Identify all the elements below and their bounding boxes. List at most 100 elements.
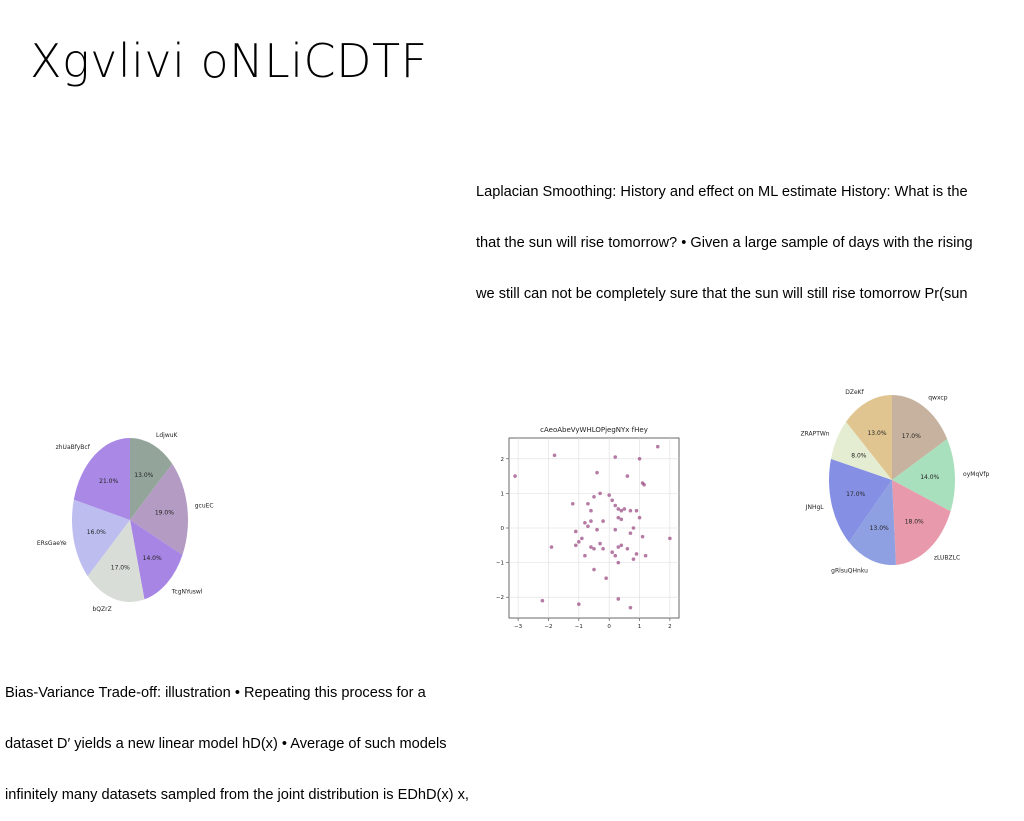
pie-slice-label: ZRAPTWn	[800, 431, 829, 438]
scatter-point	[616, 560, 621, 565]
scatter-point	[570, 501, 575, 506]
pie-slice-label: qwxcp	[928, 394, 947, 401]
x-tick-label: −2	[544, 624, 552, 630]
pie-slice-label: gRlsuQHnku	[831, 567, 868, 574]
scatter-point	[616, 507, 621, 511]
scatter-point	[592, 546, 596, 551]
scatter-point	[642, 482, 646, 487]
paragraph-top-line: that the sun will rise tomorrow? • Given…	[476, 235, 973, 251]
scatter-point	[513, 474, 517, 478]
pie-slice-label: LdjwuK	[156, 432, 179, 439]
pie-slice	[830, 421, 892, 480]
scatter-chart: cAeoAbeVyWHLOPjegNYx fHey −3 −2 −1 0 1 2 −2 −1 0 1…	[496, 426, 680, 630]
pie-slice	[130, 438, 173, 520]
scatter-point	[589, 545, 593, 549]
scatter-point	[580, 536, 584, 541]
scatter-point	[668, 536, 672, 541]
scatter-point	[598, 491, 602, 496]
x-tick-label: 0	[607, 624, 611, 630]
scatter-point	[586, 524, 590, 529]
scatter-point	[613, 455, 618, 459]
pie-chart-right: qwxcp 17.0% oyMqVfp 14.0% zLUBZLC 18.0% gRlsuQ…	[800, 389, 989, 575]
paragraph-bottom-line: infinitely many datasets sampled from th…	[5, 787, 469, 803]
pie-chart-left: LdjwuK 13.0% gcuEC 19.0% TcgNYuswl 14.0% bQZrZ…	[37, 432, 214, 613]
scatter-point	[583, 521, 587, 525]
paragraph-bottom-line: Bias-Variance Trade-off: illustration • …	[5, 685, 426, 701]
paragraph-top: Laplacian Smoothing: History and effect …	[476, 150, 1024, 320]
pie-value-label: 16.0%	[87, 529, 106, 536]
scatter-point	[552, 453, 557, 458]
scatter-point	[616, 597, 621, 601]
scatter-point	[589, 508, 593, 513]
scatter-point	[598, 541, 602, 546]
x-tick-label: −3	[514, 624, 523, 630]
scatter-point	[540, 598, 545, 603]
scatter-point	[595, 527, 599, 532]
y-tick-label: 0	[501, 526, 505, 532]
scatter-point	[637, 456, 642, 461]
paragraph-bottom-line: dataset D′ yields a new linear model hD(…	[5, 736, 447, 752]
pie-value-label: 8.0%	[851, 452, 867, 459]
scatter-point	[631, 557, 636, 561]
scatter-point	[601, 519, 605, 523]
pie-slice-label: ERsGaeYe	[37, 540, 67, 547]
y-tick-label: 2	[501, 457, 505, 463]
scatter-point	[619, 508, 624, 513]
pie-slice	[71, 499, 130, 577]
paragraph-top-line: we still can not be completely sure that…	[476, 286, 968, 302]
pie-value-label: 14.0%	[920, 474, 939, 481]
scatter-point	[643, 553, 648, 558]
scatter-point	[619, 517, 624, 522]
pie-value-label: 19.0%	[155, 509, 174, 516]
scatter-point	[595, 470, 599, 475]
scatter-point	[610, 550, 615, 555]
pie-slice	[892, 480, 951, 565]
y-tick-label: 1	[501, 491, 505, 497]
pie-slice-label: TcgNYuswl	[171, 588, 203, 595]
scatter-point	[577, 540, 581, 544]
paragraph-bottom: Bias-Variance Trade-off: illustration • …	[5, 651, 525, 821]
scatter-point	[601, 546, 605, 551]
scatter-point	[616, 545, 621, 549]
scatter-point	[573, 543, 578, 548]
pie-slice	[892, 395, 948, 480]
scatter-point	[628, 508, 633, 513]
scatter-point	[655, 444, 660, 449]
x-tick-label: 2	[668, 624, 672, 630]
scatter-point	[622, 507, 627, 511]
pie-value-label: 17.0%	[902, 433, 921, 440]
scatter-point	[573, 529, 578, 534]
pie-slice	[829, 458, 892, 542]
scatter-point	[628, 605, 633, 610]
scatter-point	[619, 543, 624, 548]
paragraph-top-line: Laplacian Smoothing: History and effect …	[476, 184, 968, 200]
pie-slice	[87, 520, 145, 602]
pie-value-label: 13.0%	[867, 430, 886, 437]
pie-value-label: 14.0%	[143, 555, 162, 562]
scatter-point	[637, 515, 642, 520]
scatter-point	[610, 498, 615, 503]
pie-slice-label: DZeKf	[845, 389, 864, 396]
scatter-point	[628, 531, 633, 535]
scatter-point	[583, 553, 587, 558]
scatter-point	[592, 567, 596, 572]
scatter-point	[625, 474, 630, 478]
pie-slice	[848, 480, 896, 565]
scatter-point	[613, 553, 618, 558]
pie-slice	[892, 439, 956, 512]
pie-slice	[846, 395, 892, 480]
x-tick-label: −1	[575, 624, 583, 630]
scatter-point	[604, 576, 608, 580]
scatter-point	[586, 501, 590, 506]
scatter-point	[613, 503, 618, 508]
scatter-point	[640, 534, 645, 539]
pie-slice-label: oyMqVfp	[963, 471, 989, 478]
x-tick-label: 1	[638, 624, 642, 630]
scatter-point	[616, 515, 621, 520]
pie-value-label: 13.0%	[870, 525, 889, 532]
pie-value-label: 18.0%	[905, 518, 924, 525]
pie-value-label: 17.0%	[111, 564, 130, 571]
pie-value-label: 17.0%	[846, 491, 865, 498]
y-tick-label: −1	[496, 561, 504, 567]
scatter-point	[631, 526, 636, 530]
